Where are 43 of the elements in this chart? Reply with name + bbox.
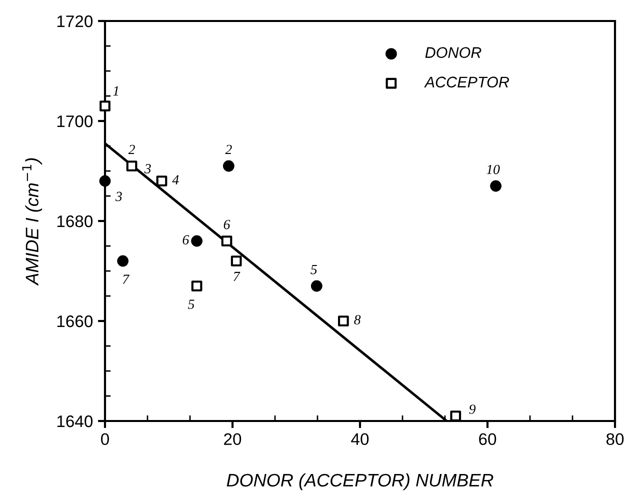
annotation: 9 <box>469 404 476 414</box>
y-axis-title: AMIDE I (cm$^{−1}$) <box>22 158 42 286</box>
annotation: 6 <box>224 220 230 230</box>
annotation: 8 <box>354 315 361 324</box>
point <box>450 410 462 422</box>
point <box>126 160 138 172</box>
point <box>156 176 168 186</box>
annotation: 3 <box>144 164 151 174</box>
legend-label: ACCEPTOR <box>424 76 509 88</box>
x-tick-label: 80 <box>606 433 624 446</box>
y-tick-label: 1720 <box>57 15 93 28</box>
annotation: 3 <box>115 192 122 202</box>
annotation: 7 <box>234 272 240 282</box>
annotation: 2 <box>128 144 135 154</box>
legend-label: DONOR <box>425 47 482 58</box>
x-tick-label: 60 <box>479 433 496 446</box>
annotation: 5 <box>310 264 317 274</box>
annotation: 7 <box>122 274 130 284</box>
point <box>222 160 234 172</box>
point <box>191 235 203 247</box>
y-tick-label: 1680 <box>57 215 93 228</box>
x-axis-title: DONOR (ACCEPTOR) NUMBER <box>226 473 494 490</box>
annotation: 10 <box>486 164 500 174</box>
y-tick-label: 1700 <box>57 115 93 128</box>
x-tick-label: 0 <box>101 433 109 446</box>
point <box>310 280 322 292</box>
annotation: 2 <box>225 144 232 154</box>
point <box>338 316 349 326</box>
x-tick-label: 40 <box>351 433 369 446</box>
annotation: 4 <box>172 175 179 184</box>
y-tick-label: 1640 <box>57 415 93 428</box>
annotation: 1 <box>113 86 118 96</box>
y-tick-label: 1660 <box>57 315 93 328</box>
point <box>230 256 242 266</box>
point <box>117 255 129 267</box>
annotation: 6 <box>182 235 190 244</box>
point <box>490 180 502 192</box>
point <box>221 236 232 246</box>
point <box>191 280 202 292</box>
point <box>100 100 110 112</box>
x-tick-label: 20 <box>224 433 242 446</box>
annotation: 5 <box>188 300 194 309</box>
point <box>99 175 111 187</box>
